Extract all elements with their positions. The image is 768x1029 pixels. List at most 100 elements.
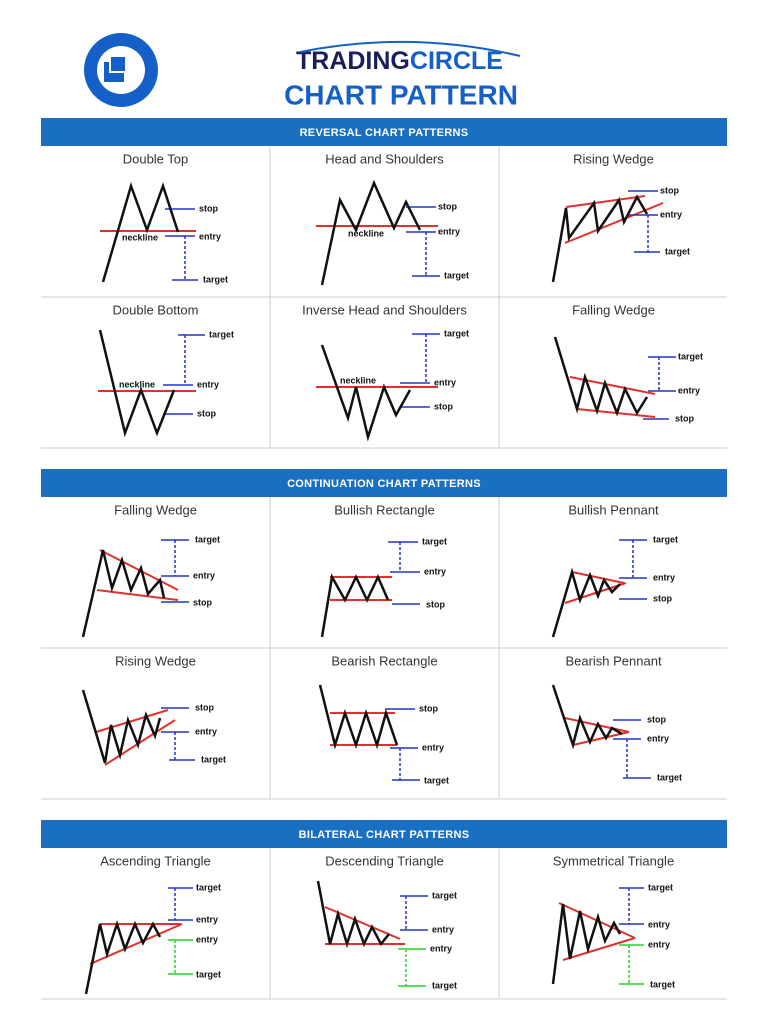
- level-label: neckline: [340, 375, 376, 385]
- pattern-cell: Descending Triangle target entry entry targe…: [316, 853, 457, 990]
- pattern-cell: Rising Wedge stop entry target: [81, 653, 226, 766]
- pattern-name: Bearish Pennant: [565, 653, 662, 668]
- level-label: entry: [195, 726, 217, 736]
- level-label: stop: [660, 185, 680, 195]
- brand: TRADINGCIRCLE: [296, 47, 503, 75]
- pattern-cell: Falling Wedge target entry stop: [553, 302, 703, 423]
- section-band: [41, 820, 727, 848]
- level-label: entry: [653, 572, 675, 582]
- price-path: [320, 344, 412, 442]
- pattern-name: Ascending Triangle: [100, 853, 211, 868]
- level-label: entry: [196, 934, 218, 944]
- level-label: target: [196, 882, 221, 892]
- level-label: entry: [660, 209, 682, 219]
- level-line: [565, 195, 646, 208]
- level-line: [562, 937, 636, 961]
- level-label: target: [657, 772, 682, 782]
- level-label: entry: [438, 226, 460, 236]
- price-path: [101, 181, 180, 283]
- pattern-cell: Symmetrical Triangle target entry entry targ…: [551, 853, 675, 989]
- level-label: target: [444, 270, 469, 280]
- price-path: [98, 329, 176, 438]
- pattern-name: Inverse Head and Shoulders: [302, 302, 467, 317]
- level-label: neckline: [119, 379, 155, 389]
- pattern-name: Bullish Pennant: [568, 502, 659, 517]
- level-label: entry: [422, 742, 444, 752]
- price-path: [320, 179, 422, 286]
- pattern-cell: Head and Shoulders stop neckline entry targe…: [316, 151, 469, 286]
- price-path: [553, 336, 649, 417]
- level-label: target: [201, 754, 226, 764]
- pattern-cell: Double Bottom target neckline entry stop: [98, 302, 234, 438]
- level-label: target: [424, 775, 449, 785]
- level-label: entry: [197, 379, 219, 389]
- pattern-name: Head and Shoulders: [325, 151, 444, 166]
- level-label: entry: [424, 566, 446, 576]
- pattern-cell: Falling Wedge target entry stop: [81, 502, 220, 638]
- pattern-name: Falling Wedge: [572, 302, 655, 317]
- level-line: [572, 731, 630, 746]
- level-label: target: [203, 274, 228, 284]
- level-label: target: [422, 536, 447, 546]
- pattern-cell: Bullish Pennant target entry stop: [551, 502, 678, 638]
- level-label: entry: [648, 939, 670, 949]
- price-path: [551, 903, 622, 985]
- level-label: entry: [678, 385, 700, 395]
- pattern-name: Rising Wedge: [115, 653, 196, 668]
- brand-b: CIRCLE: [410, 47, 503, 75]
- pattern-name: Rising Wedge: [573, 151, 654, 166]
- level-label: stop: [199, 203, 219, 213]
- level-line: [95, 709, 169, 733]
- level-label: stop: [434, 401, 454, 411]
- level-label: entry: [647, 733, 669, 743]
- page-title: CHART PATTERN: [284, 79, 518, 110]
- pattern-name: Symmetrical Triangle: [553, 853, 674, 868]
- level-label: target: [196, 969, 221, 979]
- level-label: stop: [419, 703, 439, 713]
- level-label: entry: [196, 914, 218, 924]
- level-label: target: [665, 246, 690, 256]
- level-label: target: [432, 980, 457, 990]
- level-label: stop: [653, 593, 673, 603]
- level-line: [96, 589, 179, 601]
- pattern-name: Double Bottom: [113, 302, 199, 317]
- level-label: entry: [193, 570, 215, 580]
- level-line: [89, 923, 183, 965]
- level-label: neckline: [122, 232, 158, 242]
- level-label: entry: [434, 377, 456, 387]
- level-line: [104, 719, 176, 766]
- level-label: target: [653, 534, 678, 544]
- section-band: [41, 118, 727, 146]
- price-path: [316, 880, 390, 949]
- price-path: [81, 689, 162, 764]
- level-label: stop: [197, 408, 217, 418]
- level-label: stop: [426, 599, 446, 609]
- section-band: [41, 469, 727, 497]
- level-line: [571, 571, 625, 584]
- price-path: [81, 549, 166, 638]
- level-label: target: [209, 329, 234, 339]
- level-label: target: [678, 351, 703, 361]
- pattern-cell: Inverse Head and Shoulders target neckline…: [302, 302, 469, 442]
- level-label: entry: [432, 924, 454, 934]
- level-line: [564, 582, 627, 604]
- level-label: stop: [193, 597, 213, 607]
- pattern-cell: Ascending Triangle target entry entry target: [84, 853, 221, 995]
- price-path: [318, 684, 399, 750]
- price-path: [551, 684, 623, 750]
- level-label: stop: [647, 714, 667, 724]
- brand-swoosh: [299, 40, 521, 57]
- pattern-cell: Bullish Rectangle target entry stop: [320, 502, 447, 638]
- logo: [84, 33, 158, 107]
- pattern-name: Double Top: [123, 151, 189, 166]
- level-label: target: [648, 882, 673, 892]
- section-title: REVERSAL CHART PATTERNS: [300, 127, 469, 139]
- pattern-name: Bearish Rectangle: [331, 653, 437, 668]
- price-path: [551, 194, 649, 283]
- section-title: CONTINUATION CHART PATTERNS: [287, 478, 481, 490]
- price-path: [551, 567, 621, 638]
- pattern-name: Bullish Rectangle: [334, 502, 434, 517]
- level-line: [564, 202, 664, 244]
- level-label: entry: [648, 919, 670, 929]
